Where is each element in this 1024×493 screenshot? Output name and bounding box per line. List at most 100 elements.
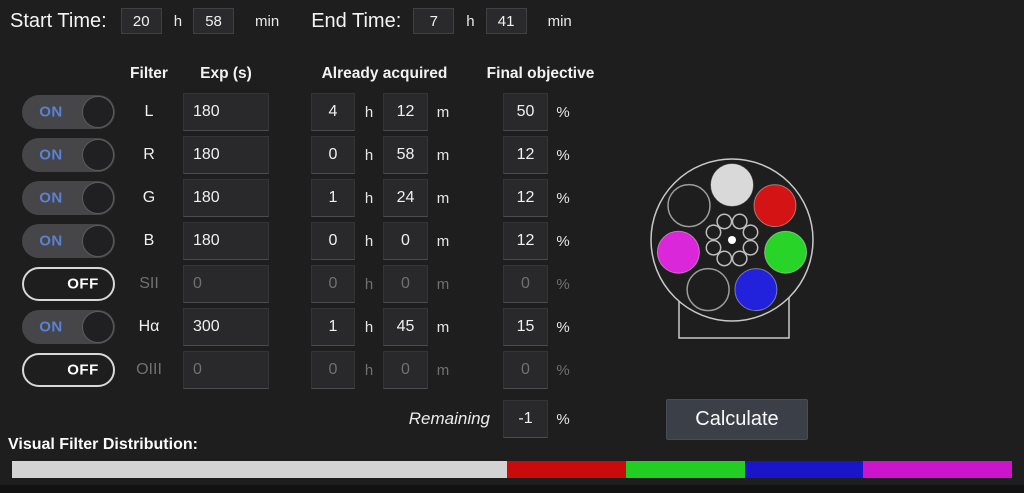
filter-row: ON L 180 4 h 12 m 50 %	[0, 93, 600, 131]
hours-unit-label: h	[364, 232, 374, 250]
wheel-slot-ha	[656, 230, 700, 274]
percent-unit-label: %	[556, 275, 570, 293]
exposure-input[interactable]: 180	[183, 179, 269, 217]
acquired-hours-input[interactable]: 0	[311, 351, 355, 389]
distribution-segment	[507, 461, 626, 478]
percent-unit-label: %	[556, 103, 570, 121]
acquired-hours-input[interactable]: 1	[311, 308, 355, 346]
percent-unit-label: %	[556, 189, 570, 207]
distribution-segment	[863, 461, 1012, 478]
hours-unit-label: h	[364, 275, 374, 293]
objective-percent-input[interactable]: 50	[503, 93, 548, 131]
filter-row: ON B 180 0 h 0 m 12 %	[0, 222, 600, 260]
objective-percent-input[interactable]: 12	[503, 179, 548, 217]
exposure-input[interactable]: 0	[183, 265, 269, 303]
acquired-hours-input[interactable]: 0	[311, 222, 355, 260]
minutes-unit-label: m	[436, 146, 450, 164]
acquired-hours-input[interactable]: 4	[311, 93, 355, 131]
wheel-slot-r	[753, 184, 797, 228]
filter-column-header: Filter	[130, 65, 168, 82]
acquired-minutes-input[interactable]: 24	[383, 179, 428, 217]
filter-wheel-illustration	[640, 150, 830, 345]
objective-percent-input[interactable]: 0	[503, 351, 548, 389]
acquired-hours-input[interactable]: 0	[311, 265, 355, 303]
wheel-axle	[728, 236, 736, 244]
distribution-bar	[12, 461, 1012, 478]
minutes-unit-label: m	[436, 232, 450, 250]
start-minute-unit: min	[255, 12, 280, 30]
acquired-minutes-input[interactable]: 0	[383, 351, 428, 389]
hours-unit-label: h	[364, 189, 374, 207]
hours-unit-label: h	[364, 361, 374, 379]
filter-toggle[interactable]: OFF	[22, 267, 115, 301]
acquired-minutes-input[interactable]: 12	[383, 93, 428, 131]
end-hour-unit: h	[466, 12, 475, 30]
wheel-slot-empty	[667, 183, 711, 228]
exposure-input[interactable]: 300	[183, 308, 269, 346]
filter-row: ON Hα 300 1 h 45 m 15 %	[0, 308, 600, 346]
filter-wheel-graphic	[650, 158, 814, 339]
filter-toggle[interactable]: ON	[22, 224, 115, 258]
exposure-input[interactable]: 180	[183, 93, 269, 131]
end-hour-input[interactable]: 7	[413, 8, 455, 34]
acquired-minutes-input[interactable]: 58	[383, 136, 428, 174]
wheel-slot-b	[734, 268, 778, 312]
distribution-segment	[12, 461, 508, 478]
acquired-minutes-input[interactable]: 0	[383, 222, 428, 260]
toggle-knob	[82, 225, 114, 257]
exposure-column-header: Exp (s)	[200, 65, 252, 82]
objective-percent-input[interactable]: 15	[503, 308, 548, 346]
objective-percent-input[interactable]: 12	[503, 136, 548, 174]
objective-column-header: Final objective	[486, 65, 595, 82]
distribution-segment	[744, 461, 864, 478]
filter-toggle[interactable]: ON	[22, 310, 115, 344]
hours-unit-label: h	[364, 103, 374, 121]
filter-name-label: OIII	[136, 361, 162, 378]
filter-toggle[interactable]: ON	[22, 95, 115, 129]
filter-name-label: Hα	[138, 318, 160, 335]
filter-name-label: L	[144, 103, 154, 120]
exposure-input[interactable]: 0	[183, 351, 269, 389]
acquired-minutes-input[interactable]: 45	[383, 308, 428, 346]
filter-toggle[interactable]: ON	[22, 138, 115, 172]
end-minute-input[interactable]: 41	[485, 8, 527, 34]
minutes-unit-label: m	[436, 103, 450, 121]
acquired-column-header: Already acquired	[321, 65, 448, 82]
objective-percent-input[interactable]: 0	[503, 265, 548, 303]
exposure-input[interactable]: 180	[183, 222, 269, 260]
start-hour-unit: h	[173, 12, 183, 30]
filter-name-label: R	[143, 146, 155, 163]
remaining-value-field[interactable]: -1	[503, 400, 548, 438]
filter-row: ON G 180 1 h 24 m 12 %	[0, 179, 600, 217]
exposure-input[interactable]: 180	[183, 136, 269, 174]
wheel-slot-empty	[686, 267, 730, 312]
acquired-hours-input[interactable]: 0	[311, 136, 355, 174]
wheel-hub	[705, 213, 759, 267]
acquired-minutes-input[interactable]: 0	[383, 265, 428, 303]
hours-unit-label: h	[364, 318, 374, 336]
hours-unit-label: h	[364, 146, 374, 164]
calculate-button[interactable]: Calculate	[666, 399, 808, 440]
toggle-state-label: ON	[39, 232, 63, 250]
time-bar: Start Time: 20 h 58 min End Time: 7 h 41…	[0, 0, 1024, 42]
start-minute-input[interactable]: 58	[193, 8, 235, 34]
minutes-unit-label: m	[436, 318, 450, 336]
minutes-unit-label: m	[436, 361, 450, 379]
table-header-row: Filter Exp (s) Already acquired Final ob…	[0, 62, 622, 86]
filter-toggle[interactable]: OFF	[22, 353, 115, 387]
minutes-unit-label: m	[436, 275, 450, 293]
end-minute-unit: min	[547, 12, 572, 30]
wheel-slot-l	[710, 163, 754, 207]
percent-unit-label: %	[556, 318, 570, 336]
acquired-hours-input[interactable]: 1	[311, 179, 355, 217]
toggle-state-label: ON	[39, 189, 63, 207]
filter-row: OFF OIII 0 0 h 0 m 0 %	[0, 351, 600, 389]
filter-toggle[interactable]: ON	[22, 181, 115, 215]
start-hour-input[interactable]: 20	[120, 8, 162, 34]
filter-row: ON R 180 0 h 58 m 12 %	[0, 136, 600, 174]
start-time-label: Start Time:	[10, 9, 107, 32]
objective-percent-input[interactable]: 12	[503, 222, 548, 260]
filter-name-label: SII	[139, 275, 159, 292]
toggle-state-label: OFF	[67, 361, 99, 379]
toggle-knob	[82, 182, 114, 214]
